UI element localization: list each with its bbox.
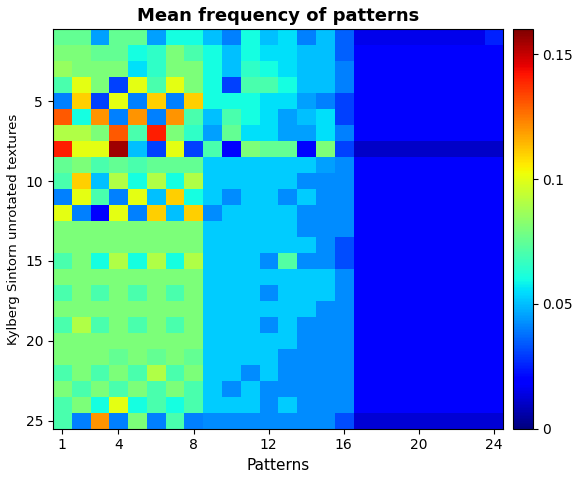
- Y-axis label: Kylberg Sintorn unrotated textures: Kylberg Sintorn unrotated textures: [7, 113, 20, 345]
- Title: Mean frequency of patterns: Mean frequency of patterns: [137, 7, 419, 25]
- X-axis label: Patterns: Patterns: [246, 458, 310, 473]
